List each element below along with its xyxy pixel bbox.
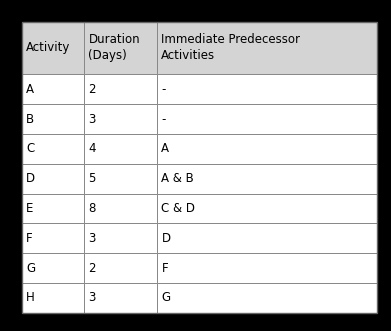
Bar xyxy=(84,194,157,223)
Bar xyxy=(157,104,377,134)
Text: F: F xyxy=(26,232,33,245)
Text: C & D: C & D xyxy=(161,202,196,215)
Text: F: F xyxy=(161,261,168,275)
Text: 8: 8 xyxy=(88,202,96,215)
Text: 4: 4 xyxy=(88,142,96,156)
Bar xyxy=(22,74,84,104)
Bar xyxy=(22,253,84,283)
Bar xyxy=(22,134,84,164)
Text: -: - xyxy=(161,113,166,126)
Bar xyxy=(22,283,84,313)
Text: A & B: A & B xyxy=(161,172,194,185)
Bar xyxy=(84,283,157,313)
Text: D: D xyxy=(161,232,170,245)
Text: 3: 3 xyxy=(88,291,96,305)
Text: 5: 5 xyxy=(88,172,96,185)
Text: 3: 3 xyxy=(88,232,96,245)
Bar xyxy=(22,194,84,223)
Text: Activity: Activity xyxy=(26,41,70,55)
Bar xyxy=(157,223,377,253)
Text: Immediate Predecessor
Activities: Immediate Predecessor Activities xyxy=(161,33,300,63)
Bar xyxy=(84,253,157,283)
Text: 2: 2 xyxy=(88,261,96,275)
Text: A: A xyxy=(26,83,34,96)
Bar xyxy=(157,22,377,74)
Text: A: A xyxy=(161,142,169,156)
Text: 2: 2 xyxy=(88,83,96,96)
Bar xyxy=(22,223,84,253)
Text: 3: 3 xyxy=(88,113,96,126)
Text: G: G xyxy=(161,291,170,305)
Bar xyxy=(84,74,157,104)
Bar xyxy=(84,223,157,253)
Text: C: C xyxy=(26,142,34,156)
Bar xyxy=(157,283,377,313)
Text: H: H xyxy=(26,291,35,305)
Bar xyxy=(84,22,157,74)
Text: E: E xyxy=(26,202,34,215)
Text: D: D xyxy=(26,172,35,185)
Bar xyxy=(157,194,377,223)
Bar xyxy=(157,253,377,283)
Bar xyxy=(84,104,157,134)
Bar xyxy=(157,134,377,164)
Bar xyxy=(84,164,157,194)
Bar xyxy=(157,164,377,194)
Text: G: G xyxy=(26,261,35,275)
Bar xyxy=(84,134,157,164)
Text: Duration
(Days): Duration (Days) xyxy=(88,33,140,63)
Text: B: B xyxy=(26,113,34,126)
Bar xyxy=(157,74,377,104)
Text: -: - xyxy=(161,83,166,96)
Bar xyxy=(22,104,84,134)
Bar xyxy=(22,164,84,194)
Bar xyxy=(22,22,377,313)
Bar xyxy=(22,22,84,74)
